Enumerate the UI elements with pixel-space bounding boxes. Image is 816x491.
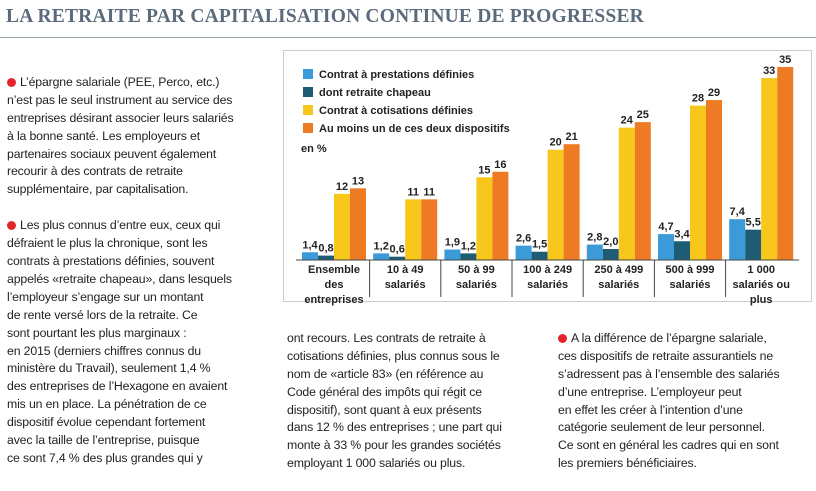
value-label: 2,8 — [587, 232, 602, 244]
value-label: 35 — [779, 54, 791, 66]
bar — [563, 144, 580, 260]
paragraph: A la différence de l’épargne salariale, … — [558, 330, 814, 473]
legend-swatch — [303, 123, 313, 133]
bar — [531, 251, 548, 260]
legend-label: Au moins un de ces deux dispositifs — [319, 123, 510, 135]
bar — [618, 127, 635, 261]
chart: en % Contrat à prestations définies dont … — [283, 50, 812, 306]
bar — [492, 171, 509, 260]
category-label: 100 à 249 salariés — [523, 264, 573, 291]
category-label: 500 à 999 salariés — [665, 264, 715, 291]
value-label: 12 — [336, 181, 348, 193]
bar — [761, 78, 778, 261]
bar — [460, 253, 477, 260]
bar — [547, 149, 564, 260]
value-label: 1,9 — [445, 237, 460, 249]
value-label: 20 — [549, 137, 561, 149]
value-label: 13 — [352, 175, 364, 187]
bar — [405, 199, 422, 260]
value-label: 29 — [708, 87, 720, 99]
bar — [389, 256, 406, 260]
value-label: 2,6 — [516, 233, 531, 245]
legend-label: Contrat à prestations définies — [319, 69, 474, 81]
bar — [302, 252, 318, 260]
value-label: 21 — [565, 131, 577, 143]
paragraph: Les plus connus d’entre eux, ceux qui dé… — [7, 217, 279, 468]
legend-swatch — [303, 105, 313, 115]
bar — [674, 241, 690, 260]
chart-svg: en % Contrat à prestations définies dont … — [296, 54, 799, 297]
bar — [745, 229, 762, 260]
value-label: 5,5 — [746, 217, 761, 229]
value-label: 7,4 — [730, 206, 746, 218]
value-label: 0,8 — [318, 243, 333, 255]
category-label: 1 000 salariés ou plus — [732, 264, 790, 306]
value-label: 0,6 — [390, 244, 405, 256]
bar — [706, 100, 722, 260]
value-label: 24 — [621, 115, 634, 127]
legend-label: dont retraite chapeau — [319, 87, 431, 99]
category-label: 250 à 499 salariés — [594, 264, 644, 291]
value-label: 1,5 — [532, 239, 547, 251]
value-label: 15 — [478, 164, 490, 176]
value-label: 1,2 — [461, 240, 476, 252]
title: LA RETRAITE PAR CAPITALISATION CONTINUE … — [6, 6, 644, 27]
legend-swatch — [303, 69, 313, 79]
bar — [444, 249, 461, 260]
bar — [729, 219, 746, 260]
bar — [586, 244, 603, 260]
category-label: 50 à 99 salariés — [455, 264, 497, 291]
page: LA RETRAITE PAR CAPITALISATION CONTINUE … — [0, 0, 816, 479]
bar — [373, 253, 390, 260]
paragraph: ont recours. Les contrats de retraite à … — [287, 330, 502, 471]
value-label: 1,2 — [374, 240, 389, 252]
bar — [634, 122, 651, 261]
unit-label: en % — [301, 143, 327, 155]
bar — [690, 105, 706, 260]
legend-label: Contrat à cotisations définies — [319, 105, 473, 117]
bar — [350, 188, 366, 260]
category-label: 10 à 49 salariés — [384, 264, 426, 291]
bar — [602, 248, 619, 260]
bar — [421, 199, 438, 260]
value-label: 11 — [423, 186, 435, 198]
value-label: 28 — [692, 93, 704, 105]
column: ont recours. Les contrats de retraite à … — [287, 312, 549, 491]
value-label: 11 — [407, 186, 419, 198]
bar — [777, 67, 794, 260]
column: L’épargne salariale (PEE, Perco, etc.) n… — [7, 56, 279, 486]
bar — [318, 255, 334, 260]
bar — [658, 234, 674, 260]
column: A la différence de l’épargne salariale, … — [558, 312, 814, 491]
bar — [334, 193, 350, 260]
legend-swatch — [303, 87, 313, 97]
value-label: 3,4 — [674, 228, 690, 240]
category-label: Ensemble des entreprises — [304, 264, 364, 306]
value-label: 4,7 — [658, 221, 673, 233]
value-label: 2,0 — [603, 236, 618, 248]
value-label: 16 — [494, 159, 506, 171]
value-label: 33 — [763, 65, 775, 77]
rule — [0, 37, 816, 38]
bar — [515, 245, 532, 260]
value-label: 25 — [637, 109, 649, 121]
value-label: 1,4 — [302, 239, 318, 251]
bar — [476, 177, 493, 260]
paragraph: L’épargne salariale (PEE, Perco, etc.) n… — [7, 74, 279, 199]
